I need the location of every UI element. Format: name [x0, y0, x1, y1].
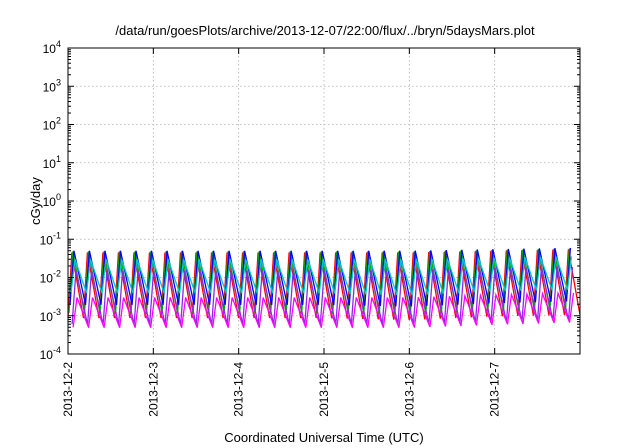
x-axis-label: Coordinated Universal Time (UTC) [224, 430, 423, 445]
y-tick-label: 10-4 [40, 345, 61, 362]
y-tick-label-base: 10 [43, 42, 57, 56]
y-tick-label-exponent: 4 [56, 39, 61, 49]
series-line-6 [72, 290, 575, 328]
y-tick-label: 104 [43, 39, 61, 56]
y-tick-label: 101 [43, 154, 61, 171]
series-line-4 [70, 256, 573, 296]
y-tick-label-exponent: -3 [53, 307, 61, 317]
y-axis-label: cGy/day [28, 177, 43, 225]
y-tick-label: 103 [43, 77, 61, 94]
x-tick-label: 2013-12-7 [488, 362, 502, 417]
y-tick-label-base: 10 [40, 233, 54, 247]
y-tick-label-exponent: -2 [53, 269, 61, 279]
y-tick-label-base: 10 [40, 310, 54, 324]
y-tick-label-base: 10 [43, 119, 57, 133]
y-tick-label: 10-2 [40, 269, 61, 286]
series-line-3 [69, 247, 572, 307]
y-tick-label-base: 10 [40, 272, 54, 286]
y-tick-label-exponent: 3 [56, 77, 61, 87]
y-tick-label-base: 10 [40, 348, 54, 362]
x-tick-label: 2013-12-4 [232, 362, 246, 417]
x-tick-label: 2013-12-2 [61, 362, 75, 417]
x-tick-label: 2013-12-3 [146, 362, 160, 417]
y-tick-label: 102 [43, 116, 61, 133]
y-tick-label-exponent: 0 [56, 192, 61, 202]
x-tick-labels: 2013-12-2 2013-12-3 2013-12-4 2013-12-5 2013… [61, 362, 502, 417]
y-tick-label: 10-3 [40, 307, 61, 324]
y-tick-label-exponent: 2 [56, 116, 61, 126]
y-tick-label-exponent: -1 [53, 230, 61, 240]
y-tick-label-exponent: 1 [56, 154, 61, 164]
y-tick-label-base: 10 [43, 80, 57, 94]
y-tick-label-base: 10 [43, 195, 57, 209]
x-tick-label: 2013-12-6 [402, 362, 416, 417]
y-tick-label: 100 [43, 192, 61, 209]
y-tick-label-base: 10 [43, 157, 57, 171]
axis-ticks [67, 47, 580, 355]
y-tick-label: 10-1 [40, 230, 61, 247]
series-layer [67, 247, 581, 328]
y-tick-label-exponent: -4 [53, 345, 61, 355]
chart-title: /data/run/goesPlots/archive/2013-12-07/2… [115, 23, 535, 38]
x-tick-label: 2013-12-5 [317, 362, 331, 417]
